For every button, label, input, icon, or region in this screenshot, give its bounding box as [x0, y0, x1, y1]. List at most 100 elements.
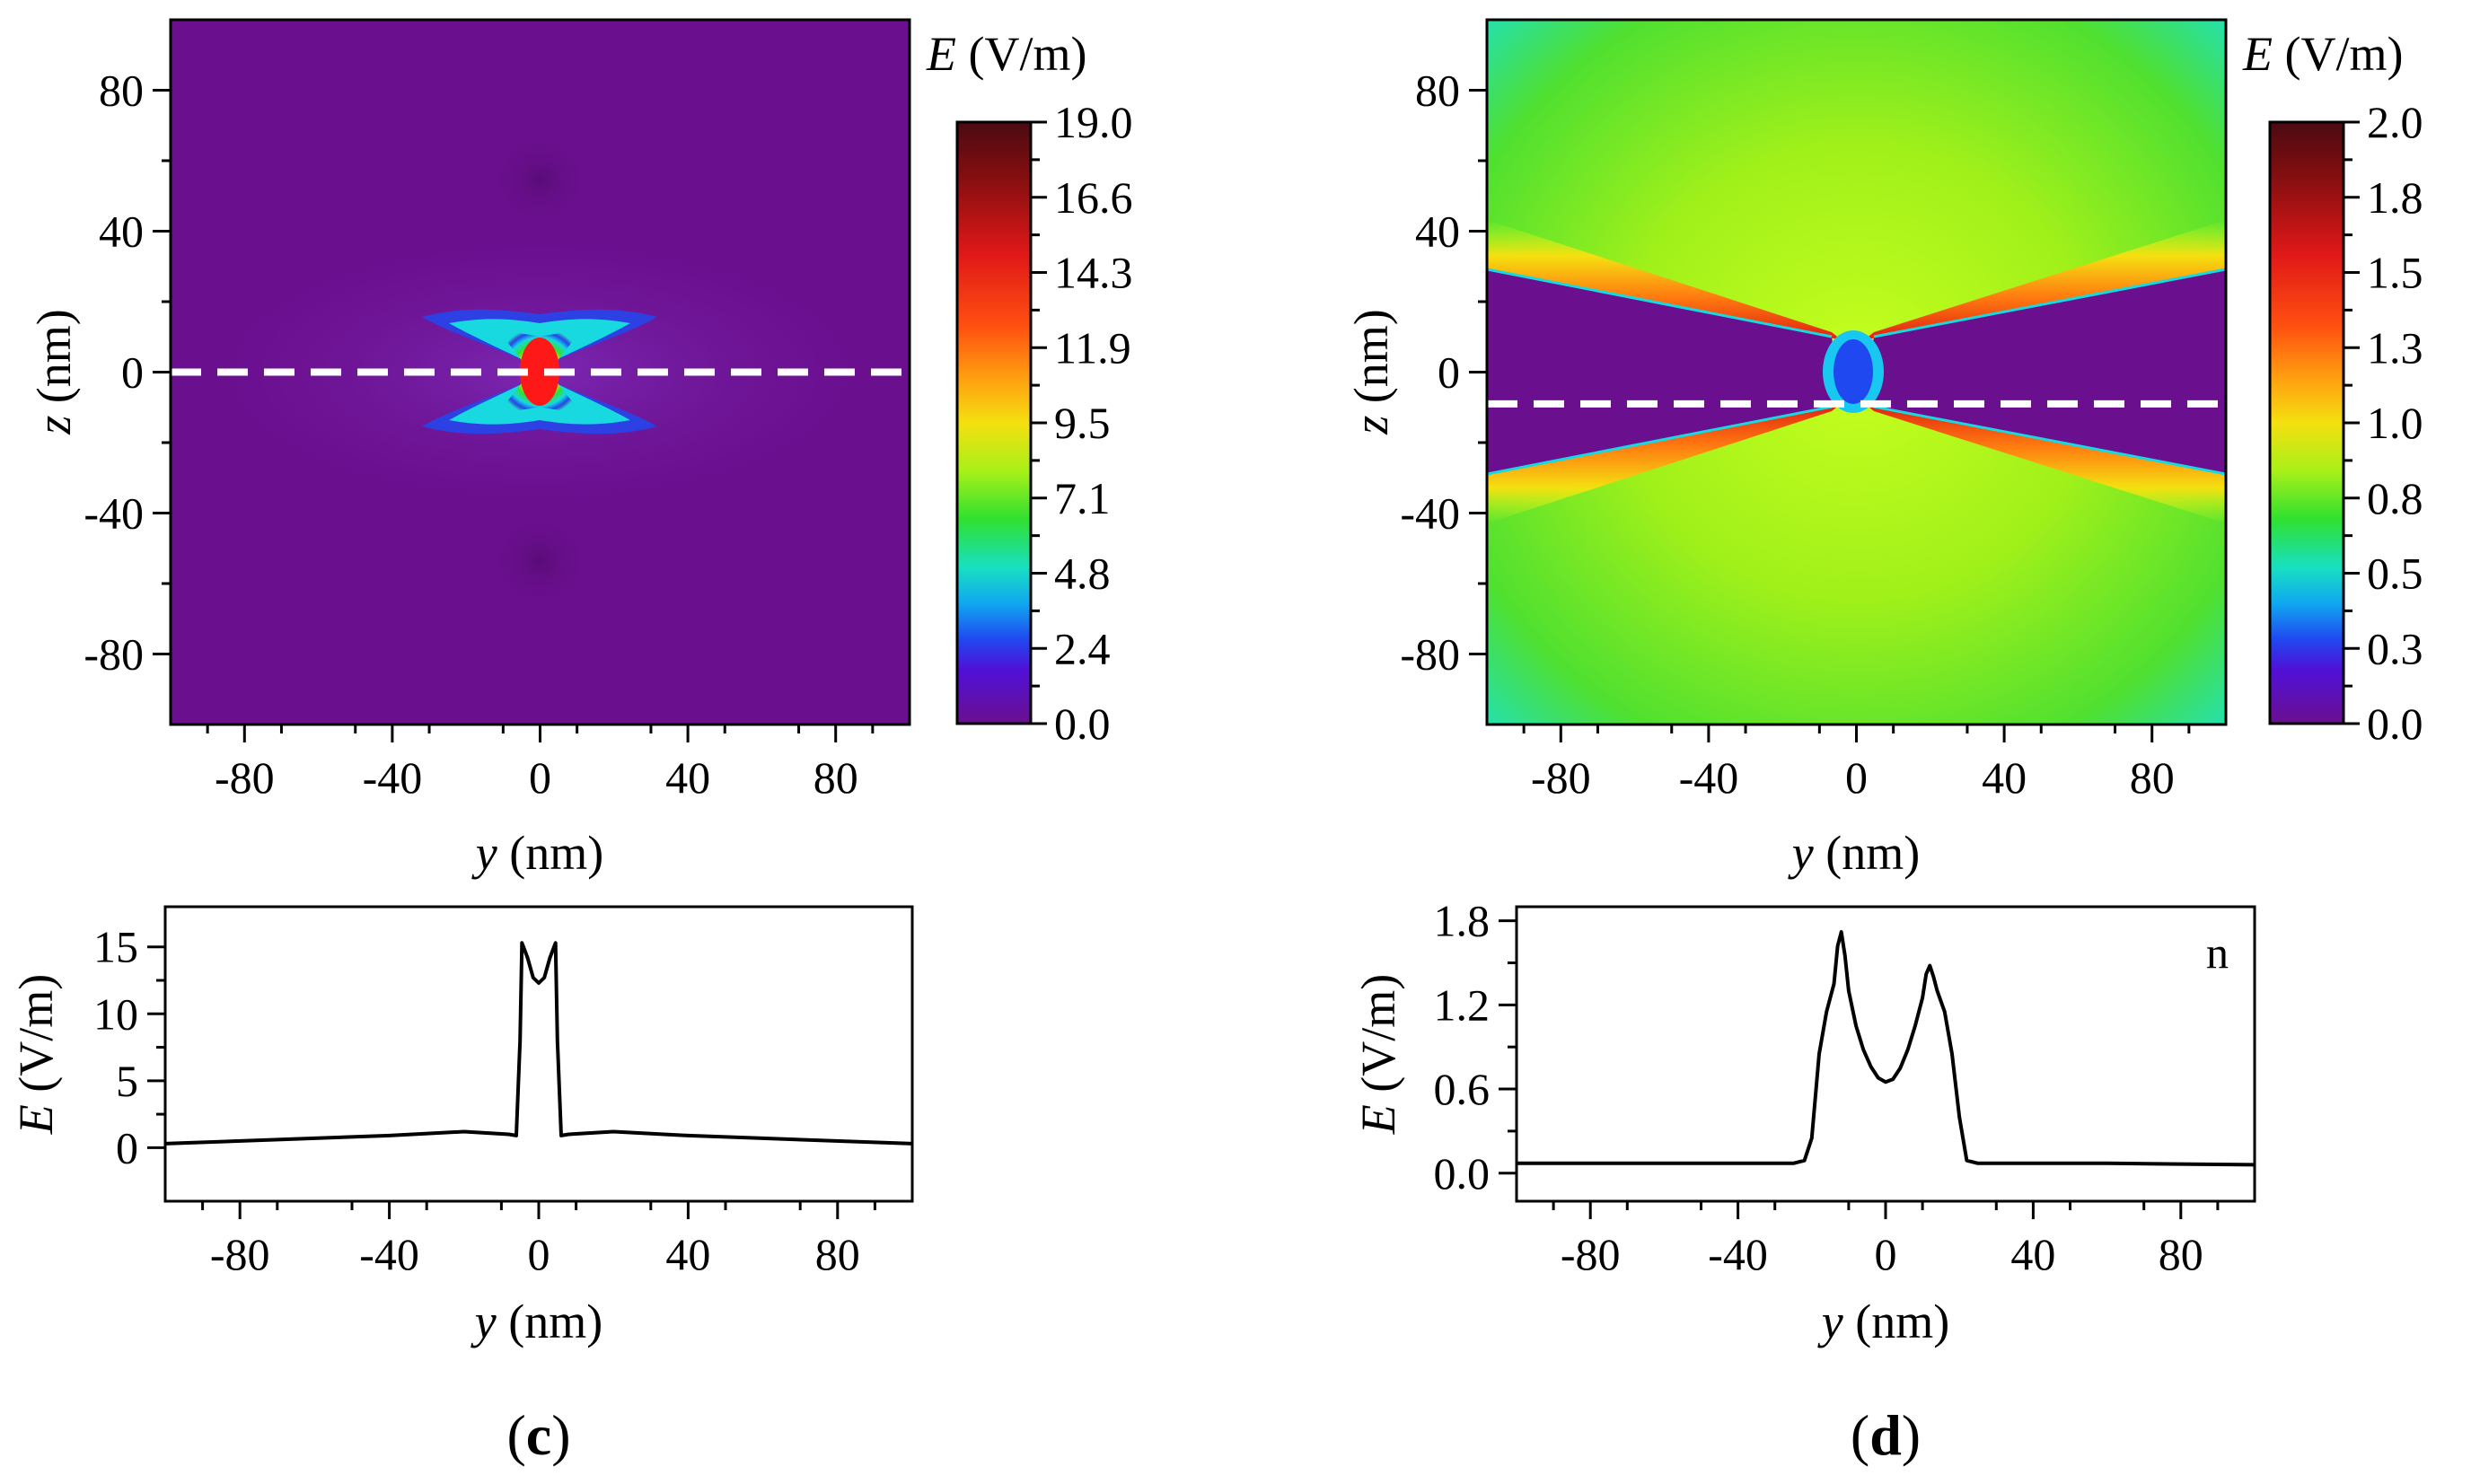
panel-d-line-x-tick-label: -80: [1561, 1229, 1621, 1279]
panel-label-d: (d): [1851, 1403, 1921, 1467]
panel-c-heatmap-y-tick-label: 80: [99, 66, 144, 116]
panel-d-colorbar-title: E (V/m): [2242, 27, 2403, 81]
panel-d-heatmap-x-tick-label: -40: [1679, 752, 1739, 803]
panel-d-edge-line: [1487, 268, 1833, 338]
panel-c-line-x-tick-label: 0: [528, 1229, 550, 1279]
panel-c-line-x-tick-label: 80: [815, 1229, 860, 1279]
panel-d-line-x-tick-label: 40: [2010, 1229, 2055, 1279]
panel-c-colorbar-ticks: 19.0 16.6 14.3 11.9 9.5 7.1 4.8 2.4 0.0: [1031, 97, 1133, 749]
panel-c-colorbar-tick-label: 9.5: [1054, 398, 1111, 448]
panel-d-line-series: [1517, 930, 2256, 1167]
panel-c-heatmap: [171, 20, 910, 724]
panel-d-gap-inner: [1834, 339, 1873, 404]
panel-c-heatmap-y-tick-label: -80: [84, 629, 144, 680]
panel-d-heatmap-yticks: 80 40 0 -40 -80: [1400, 66, 1487, 680]
panel-d-line-y-tick-label: 1.8: [1434, 896, 1491, 946]
panel-c-colorbar-title: E (V/m): [926, 27, 1086, 81]
panel-d-heatmap-xlabel: y (nm): [1788, 826, 1920, 880]
panel-d-heatmap-y-tick-label: 80: [1415, 66, 1460, 116]
panel-d-edge-line: [1487, 405, 1833, 476]
panel-d-colorbar: [2268, 120, 2345, 725]
panel-d-heatmap-x-tick-label: 40: [1982, 752, 2027, 803]
panel-d-line-y-tick-label: 0.6: [1434, 1064, 1491, 1114]
panel-d-heatmap-y-tick-label: -40: [1400, 488, 1460, 539]
panel-d-line-yticks: 1.8 1.2 0.6 0.0: [1434, 896, 1517, 1199]
panel-d-heatmap-y-tick-label: 40: [1415, 206, 1460, 257]
panel-d-colorbar-tick-label: 1.3: [2367, 322, 2423, 373]
panel-d-line-y-tick-label: 0.0: [1434, 1148, 1491, 1199]
panel-d-heatmap-y-tick-label: -80: [1400, 629, 1460, 680]
panel-c-colorbar-tick-label: 4.8: [1054, 549, 1111, 599]
panel-d-heatmap-x-tick-label: 0: [1845, 752, 1868, 803]
panel-d-heatmap: [1487, 20, 2226, 724]
panel-d-band-lower-right: [1865, 404, 2226, 523]
panel-d-heatmap-y-tick-label: 0: [1438, 347, 1460, 398]
panel-c-line-y-tick-label: 15: [93, 922, 138, 972]
panel-c-heatmap-xlabel: y (nm): [471, 826, 603, 880]
panel-c-colorbar-tick-label: 16.6: [1054, 172, 1133, 223]
panel-c-dark-spot-top: [490, 133, 589, 226]
panel-d-line-x-tick-label: -40: [1708, 1229, 1768, 1279]
panel-c-line-x-tick-label: -40: [359, 1229, 419, 1279]
panel-c-colorbar-tick-label: 2.4: [1054, 623, 1111, 673]
panel-c-heatmap-xticks: -80 -40 0 40 80: [206, 724, 875, 803]
panel-c-heatmap-x-tick-label: 0: [529, 752, 551, 803]
panel-c-heatmap-y-tick-label: 40: [99, 206, 144, 257]
panel-c-heatmap-x-tick-label: 40: [665, 752, 710, 803]
panel-d-colorbar-tick-label: 1.5: [2367, 248, 2423, 298]
panel-d-heatmap-ylabel: z (nm): [1344, 309, 1398, 435]
panel-d-colorbar-tick-label: 2.0: [2367, 97, 2423, 147]
panel-c-line-y-tick-label: 5: [116, 1056, 138, 1106]
panel-c-line-series: [164, 941, 913, 1146]
panel-c-colorbar-tick-label: 11.9: [1054, 322, 1131, 373]
panel-c-heatmap-x-tick-label: -40: [363, 752, 423, 803]
panel-d-heatmap-xticks: -80 -40 0 40 80: [1522, 724, 2191, 803]
panel-c-dark-spot-bottom: [490, 514, 589, 608]
panel-d-line-ylabel: E (V/m): [1351, 974, 1405, 1135]
panel-d-colorbar-tick-label: 1.0: [2367, 398, 2423, 448]
panel-c-line-x-tick-label: 40: [665, 1229, 710, 1279]
panel-c-colorbar: [955, 120, 1033, 725]
panel-c-colorbar-tick-label: 19.0: [1054, 97, 1133, 147]
panel-d-colorbar-tick-label: 1.8: [2367, 172, 2423, 223]
panel-c-colorbar-tick-label: 0.0: [1054, 698, 1111, 749]
panel-c-heatmap-ylabel: z (nm): [27, 309, 81, 435]
panel-c-colorbar-tick-label: 14.3: [1054, 248, 1133, 298]
panel-c-heatmap-x-tick-label: 80: [813, 752, 858, 803]
panel-d-colorbar-tick-label: 0.5: [2367, 549, 2423, 599]
panel-c-line-xticks: -80 -40 0 40 80: [201, 1201, 876, 1279]
panel-d-line-xticks: -80 -40 0 40 80: [1552, 1201, 2220, 1279]
panel-c-line-ylabel: E (V/m): [9, 974, 63, 1135]
panel-c-heatmap-y-tick-label: 0: [121, 347, 144, 398]
panel-d-band-upper-right: [1865, 220, 2226, 339]
panel-d-edge-line: [1873, 405, 2226, 476]
panel-c-heatmap-y-tick-label: -40: [84, 488, 144, 539]
panel-d-colorbar-ticks: 2.0 1.8 1.5 1.3 1.0 0.8 0.5 0.3 0.0: [2344, 97, 2423, 749]
panel-d-heatmap-x-tick-label: -80: [1531, 752, 1591, 803]
panel-d-heatmap-x-tick-label: 80: [2130, 752, 2175, 803]
panel-c-line-x-tick-label: -80: [210, 1229, 270, 1279]
panel-c-line-frame: [163, 905, 914, 1203]
panel-c-line-xlabel: y (nm): [470, 1295, 602, 1348]
panel-label-c: (c): [506, 1403, 570, 1467]
panel-c-line-yticks: 15 10 5 0: [93, 922, 165, 1172]
panel-d-line-y-tick-label: 1.2: [1434, 979, 1491, 1030]
panel-d-colorbar-tick-label: 0.0: [2367, 698, 2423, 749]
panel-c-hotspot-core: [520, 338, 559, 406]
panel-d-colorbar-tick-label: 0.8: [2367, 473, 2423, 523]
panel-c-colorbar-tick-label: 7.1: [1054, 473, 1111, 523]
panel-d-band-lower-left: [1487, 404, 1841, 523]
panel-c-line-y-tick-label: 0: [116, 1122, 138, 1172]
panel-d-line-annotation: n: [2206, 927, 2229, 978]
panel-d-colorbar-tick-label: 0.3: [2367, 623, 2423, 673]
panel-d-line-frame: [1515, 905, 2256, 1203]
panel-d-line-x-tick-label: 0: [1875, 1229, 1897, 1279]
panel-c-heatmap-yticks: 80 40 0 -40 -80: [84, 66, 171, 680]
panel-d-band-upper-left: [1487, 220, 1841, 339]
panel-c-line-y-tick-label: 10: [93, 988, 138, 1039]
panel-d-line-x-tick-label: 80: [2159, 1229, 2203, 1279]
panel-d-line-xlabel: y (nm): [1817, 1295, 1949, 1348]
panel-c-heatmap-x-tick-label: -80: [215, 752, 275, 803]
panel-d-edge-line: [1873, 268, 2226, 338]
